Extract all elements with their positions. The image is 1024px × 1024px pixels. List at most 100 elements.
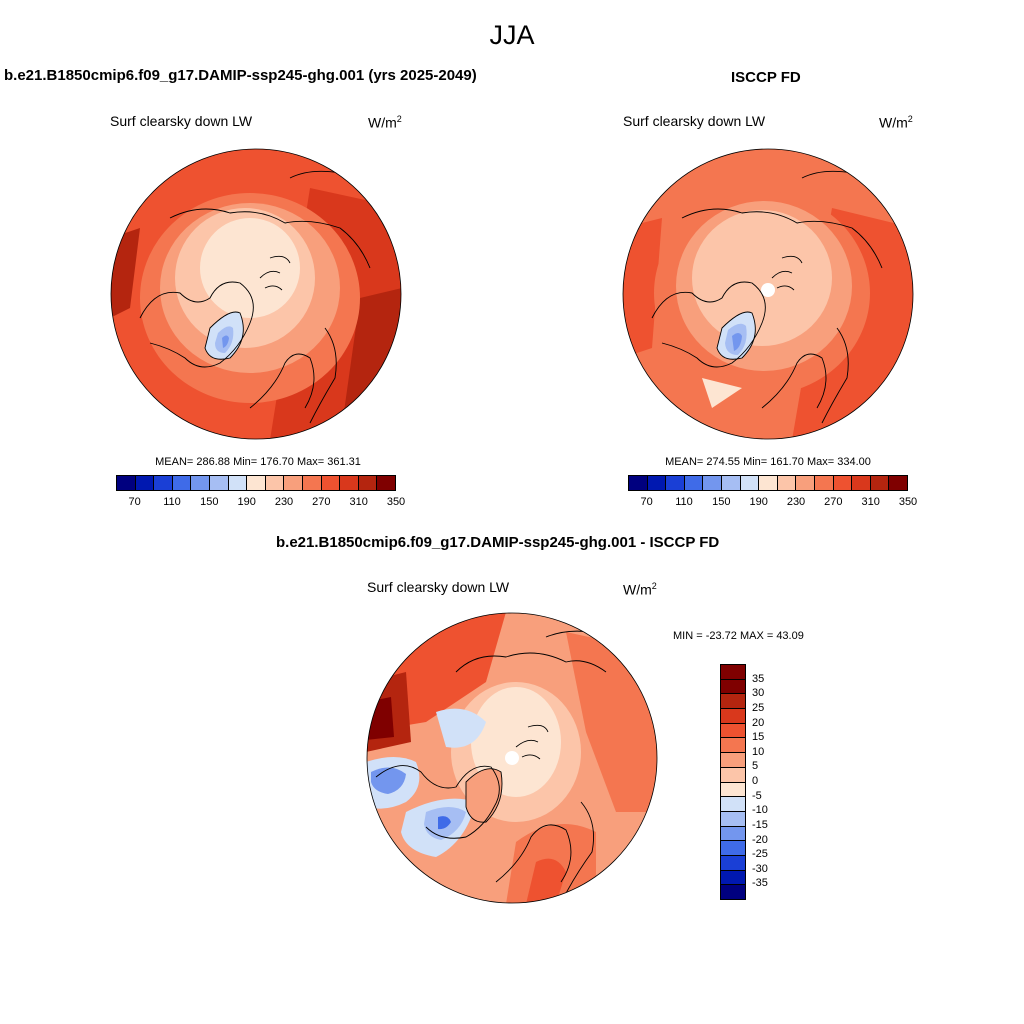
- colorbar-tick-label: 15: [752, 731, 765, 744]
- colorbar-swatch: [721, 811, 745, 827]
- colorbar-tick-label: 270: [824, 496, 843, 508]
- colorbar-swatch: [721, 679, 745, 695]
- colorbar-swatch: [870, 476, 890, 490]
- colorbar-swatch: [833, 476, 853, 490]
- colorbar-tick-label: 110: [675, 496, 693, 508]
- colorbar-tick-label: -15: [752, 818, 768, 831]
- colorbar-tick-label: 150: [712, 496, 731, 508]
- colorbar-swatch: [340, 476, 359, 490]
- colorbar-tick-label: -5: [752, 789, 762, 802]
- colorbar-swatch: [629, 476, 648, 490]
- colorbar-tick-label: 190: [749, 496, 768, 508]
- colorbar-swatch: [759, 476, 778, 490]
- colorbar-tick-label: 5: [752, 760, 759, 773]
- colorbar-tick-label: 35: [752, 672, 765, 685]
- panel1-polar-map: [110, 148, 402, 440]
- diff-colorbar-swatches: [720, 664, 746, 900]
- colorbar-swatch: [265, 476, 285, 490]
- colorbar-tick-label: 190: [237, 496, 256, 508]
- colorbar-swatch: [703, 476, 722, 490]
- colorbar-swatch: [358, 476, 378, 490]
- colorbar-tick-label: 150: [200, 496, 219, 508]
- panel2-stats: MEAN= 274.55 Min= 161.70 Max= 334.00: [665, 456, 871, 468]
- colorbar-tick-label: 310: [349, 496, 368, 508]
- colorbar-swatch: [209, 476, 229, 490]
- colorbar-swatch: [721, 841, 745, 856]
- panel1-units: W/m2: [368, 114, 402, 131]
- colorbar-swatch: [228, 476, 248, 490]
- colorbar-swatch: [721, 767, 745, 783]
- colorbar-tick-label: 230: [786, 496, 806, 508]
- colorbar-swatch: [721, 694, 745, 710]
- colorbar-swatch: [172, 476, 192, 490]
- panel2-colorbar: 70 110 150 190 230 270 310 350: [628, 475, 918, 512]
- colorbar-swatch: [721, 870, 745, 886]
- colorbar-swatch: [302, 476, 322, 490]
- colorbar-swatch: [814, 476, 834, 490]
- colorbar-swatch: [247, 476, 266, 490]
- panel1-title: b.e21.B1850cmip6.f09_g17.DAMIP-ssp245-gh…: [4, 67, 477, 84]
- colorbar-tick-label: -20: [752, 833, 768, 846]
- panel2-colorbar-labels: 70 110 150 190 230 270 310 350: [628, 496, 918, 512]
- colorbar-swatch: [889, 476, 907, 490]
- colorbar-swatch: [721, 797, 745, 812]
- colorbar-tick-label: 30: [752, 687, 765, 700]
- diff-colorbar: 35 30 25 20 15 10 5 0 -5 -10 -15 -20 -25 -30 -35: [720, 664, 768, 900]
- colorbar-tick-label: 270: [312, 496, 331, 508]
- panel1-colorbar-labels: 70 110 150 190 230 270 310 350: [116, 496, 406, 512]
- panel2-polar-map: [622, 148, 914, 440]
- colorbar-tick-label: 110: [163, 496, 181, 508]
- colorbar-swatch: [721, 885, 745, 899]
- colorbar-swatch: [721, 738, 745, 754]
- panel2-units: W/m2: [879, 114, 913, 131]
- colorbar-swatch: [377, 476, 395, 490]
- colorbar-tick-label: 350: [386, 496, 406, 508]
- season-title: JJA: [489, 20, 535, 50]
- colorbar-swatch: [721, 753, 745, 768]
- colorbar-swatch: [117, 476, 136, 490]
- colorbar-tick-label: 70: [640, 496, 653, 508]
- colorbar-swatch: [191, 476, 210, 490]
- diff-polar-map: [366, 612, 658, 904]
- colorbar-tick-label: -30: [752, 862, 768, 875]
- colorbar-tick-label: 20: [752, 716, 765, 729]
- panel2-title: ISCCP FD: [731, 69, 801, 86]
- colorbar-swatch: [666, 476, 685, 490]
- diff-units: W/m2: [623, 581, 657, 598]
- colorbar-swatch: [284, 476, 303, 490]
- colorbar-swatch: [721, 665, 745, 680]
- colorbar-swatch: [721, 723, 745, 739]
- panel1-colorbar: 70 110 150 190 230 270 310 350: [116, 475, 406, 512]
- diff-variable: Surf clearsky down LW: [367, 579, 510, 595]
- colorbar-tick-label: -35: [752, 877, 768, 890]
- colorbar-tick-label: -25: [752, 848, 768, 861]
- colorbar-tick-label: 350: [898, 496, 918, 508]
- colorbar-tick-label: 70: [128, 496, 141, 508]
- colorbar-swatch: [852, 476, 871, 490]
- colorbar-swatch: [647, 476, 667, 490]
- panel1-variable: Surf clearsky down LW: [110, 113, 253, 129]
- colorbar-tick-label: -10: [752, 804, 768, 817]
- colorbar-swatch: [321, 476, 341, 490]
- colorbar-swatch: [721, 826, 745, 842]
- colorbar-swatch: [721, 855, 745, 871]
- colorbar-swatch: [777, 476, 797, 490]
- colorbar-tick-label: 310: [861, 496, 880, 508]
- colorbar-swatch: [740, 476, 760, 490]
- diff-stats: MIN = -23.72 MAX = 43.09: [673, 630, 804, 642]
- colorbar-swatch: [684, 476, 704, 490]
- panel2-variable: Surf clearsky down LW: [623, 113, 766, 129]
- colorbar-tick-label: 10: [752, 745, 765, 758]
- colorbar-swatch: [721, 709, 745, 724]
- colorbar-swatch: [796, 476, 815, 490]
- colorbar-swatch: [154, 476, 173, 490]
- colorbar-tick-label: 230: [274, 496, 294, 508]
- colorbar-tick-label: 0: [752, 775, 759, 787]
- panel1-stats: MEAN= 286.88 Min= 176.70 Max= 361.31: [155, 456, 361, 468]
- colorbar-tick-label: 25: [752, 701, 765, 714]
- diff-colorbar-labels: 35 30 25 20 15 10 5 0 -5 -10 -15 -20 -25 -30 -35: [752, 664, 792, 898]
- panel1-colorbar-swatches: [116, 475, 396, 491]
- colorbar-swatch: [135, 476, 155, 490]
- diff-title: b.e21.B1850cmip6.f09_g17.DAMIP-ssp245-gh…: [276, 534, 720, 551]
- colorbar-swatch: [721, 476, 741, 490]
